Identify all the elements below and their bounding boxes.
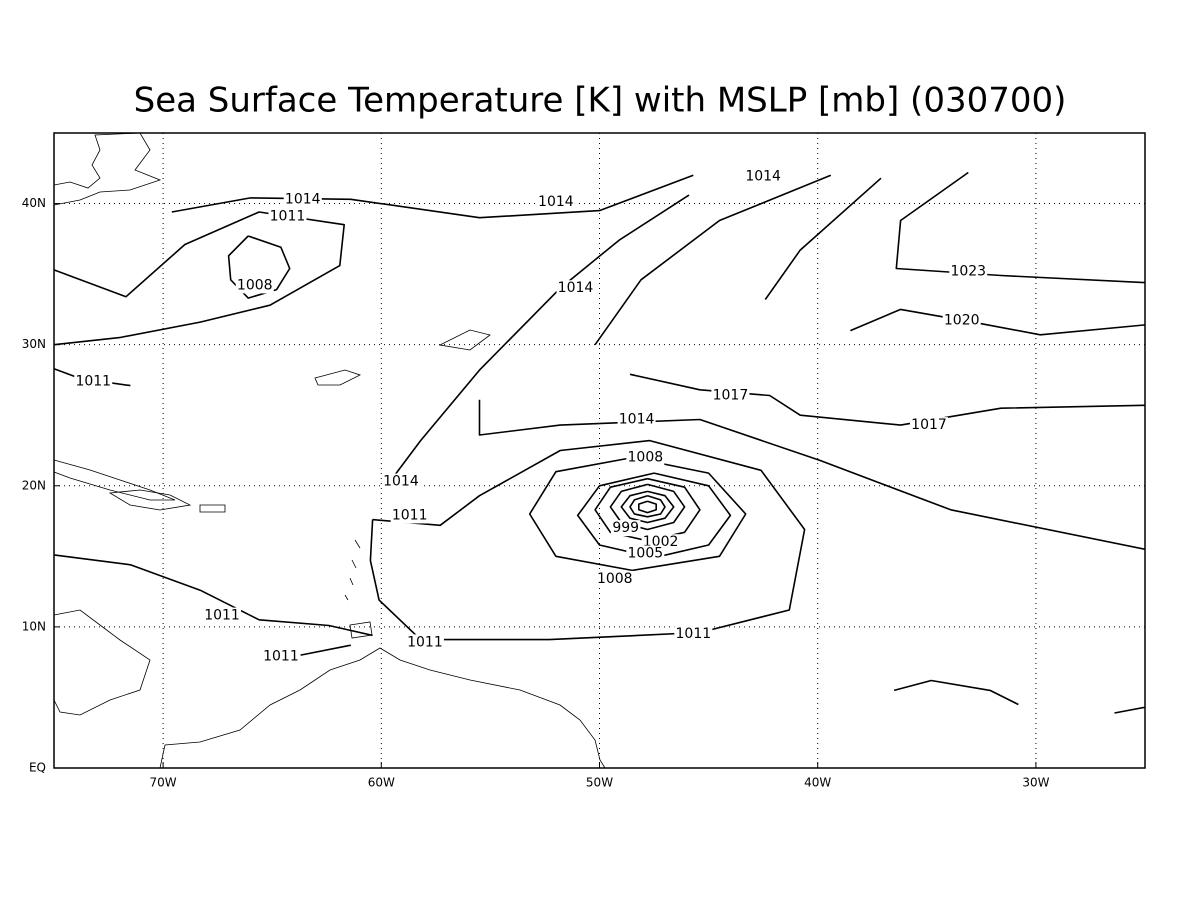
isobar-label: 1014 (745, 169, 781, 185)
label-backing (235, 277, 274, 294)
label-backing (283, 191, 322, 208)
isobar (1114, 706, 1146, 714)
isobar-label: 1008 (597, 571, 633, 587)
isobar-label: 1011 (204, 608, 240, 624)
south-america-coast (159, 647, 606, 769)
x-tick-label: 50W (586, 776, 613, 790)
isobar (369, 439, 806, 641)
isobar (893, 679, 1019, 706)
isobar-label: 1014 (558, 280, 594, 296)
label-backing (711, 387, 750, 404)
isobar-label: 1011 (270, 208, 306, 224)
x-tick-label: 40W (804, 776, 831, 790)
central-america-coast (53, 609, 151, 716)
isobar-label: 1014 (285, 191, 321, 207)
y-tick-label: 10N (22, 619, 46, 633)
y-tick-label: 20N (22, 478, 46, 492)
isobar (528, 456, 747, 572)
isobar (638, 500, 657, 514)
label-backing (203, 607, 242, 624)
isobar (53, 211, 345, 346)
isobar-label: 1014 (383, 474, 419, 490)
x-tick-label: 60W (368, 776, 395, 790)
x-tick-label: 70W (150, 776, 177, 790)
label-backing (261, 648, 300, 665)
isobar-label: 1017 (713, 387, 749, 403)
isobar-label: 1017 (911, 417, 947, 433)
isobar (594, 174, 832, 346)
isobar (300, 644, 351, 656)
contours (53, 171, 1146, 714)
label-backing (390, 507, 429, 524)
bermuda-area-island (438, 329, 491, 351)
cuba (53, 459, 176, 501)
y-tick-label: EQ (29, 761, 46, 775)
isobar (227, 235, 291, 299)
label-backing (405, 634, 444, 651)
label-backing (536, 194, 575, 211)
isobar-label: 1011 (75, 373, 111, 389)
isobar (171, 174, 694, 219)
label-backing (674, 625, 713, 642)
isobar (764, 177, 882, 300)
isobar-label: 1014 (619, 411, 655, 427)
isobar (620, 490, 675, 524)
lesser-antilles (344, 539, 361, 601)
isobar-label: 1011 (392, 507, 428, 523)
map-title: Sea Surface Temperature [K] with MSLP [m… (134, 81, 1067, 121)
isobar-label: 1005 (628, 546, 664, 562)
label-backing (942, 312, 981, 329)
hispaniola (108, 489, 192, 511)
label-backing (626, 545, 665, 562)
label-backing (381, 473, 420, 490)
puerto-rico (199, 504, 226, 513)
label-backing (610, 520, 641, 537)
azores-area-island (314, 369, 362, 386)
label-backing (617, 411, 656, 428)
coastlines (53, 132, 606, 769)
isobar-label: 1008 (237, 277, 273, 293)
isobar-label: 1020 (944, 313, 980, 329)
label-backing (909, 417, 948, 434)
label-backing (268, 208, 307, 225)
isobar (389, 194, 690, 482)
isobar (629, 494, 666, 518)
isobar-label: 1011 (407, 634, 443, 650)
y-tick-label: 40N (22, 196, 46, 210)
y-tick-label: 30N (22, 337, 46, 351)
isobar (478, 399, 1146, 551)
label-backing (949, 263, 988, 280)
contour-labels: 1014101110081014101410141023102010111017… (74, 168, 988, 665)
isobar (609, 483, 686, 531)
isobar (629, 373, 1146, 426)
x-tick-label: 30W (1022, 776, 1049, 790)
axis-ticks: 70W 60W 50W 40W 30W EQ 10N 20N 30N 40N (22, 196, 1050, 789)
label-backing (556, 280, 595, 297)
isobar-label: 1023 (950, 263, 986, 279)
label-backing (595, 570, 634, 587)
label-backing (626, 449, 665, 466)
isobar-label: 1014 (538, 194, 574, 210)
isobar (53, 554, 373, 637)
isobar (895, 171, 1146, 284)
isobar-label: 1011 (263, 649, 299, 665)
isobar-label: 1011 (676, 626, 712, 642)
isobar-label: 999 (612, 520, 639, 536)
label-backing (74, 373, 113, 390)
isobar-label: 1008 (628, 450, 664, 466)
label-backing (744, 168, 783, 185)
